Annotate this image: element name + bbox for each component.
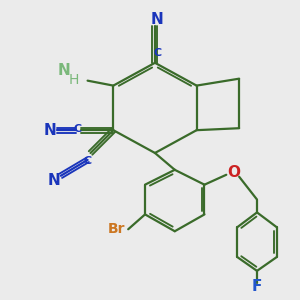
- Text: O: O: [228, 165, 241, 180]
- Text: H: H: [68, 73, 79, 87]
- Text: N: N: [151, 12, 163, 27]
- Text: N: N: [57, 63, 70, 78]
- Text: C: C: [74, 124, 82, 134]
- Text: F: F: [252, 279, 262, 294]
- Text: Br: Br: [108, 222, 125, 236]
- Text: C: C: [83, 156, 92, 166]
- Text: N: N: [44, 123, 56, 138]
- Text: N: N: [47, 173, 60, 188]
- Text: C: C: [154, 48, 162, 58]
